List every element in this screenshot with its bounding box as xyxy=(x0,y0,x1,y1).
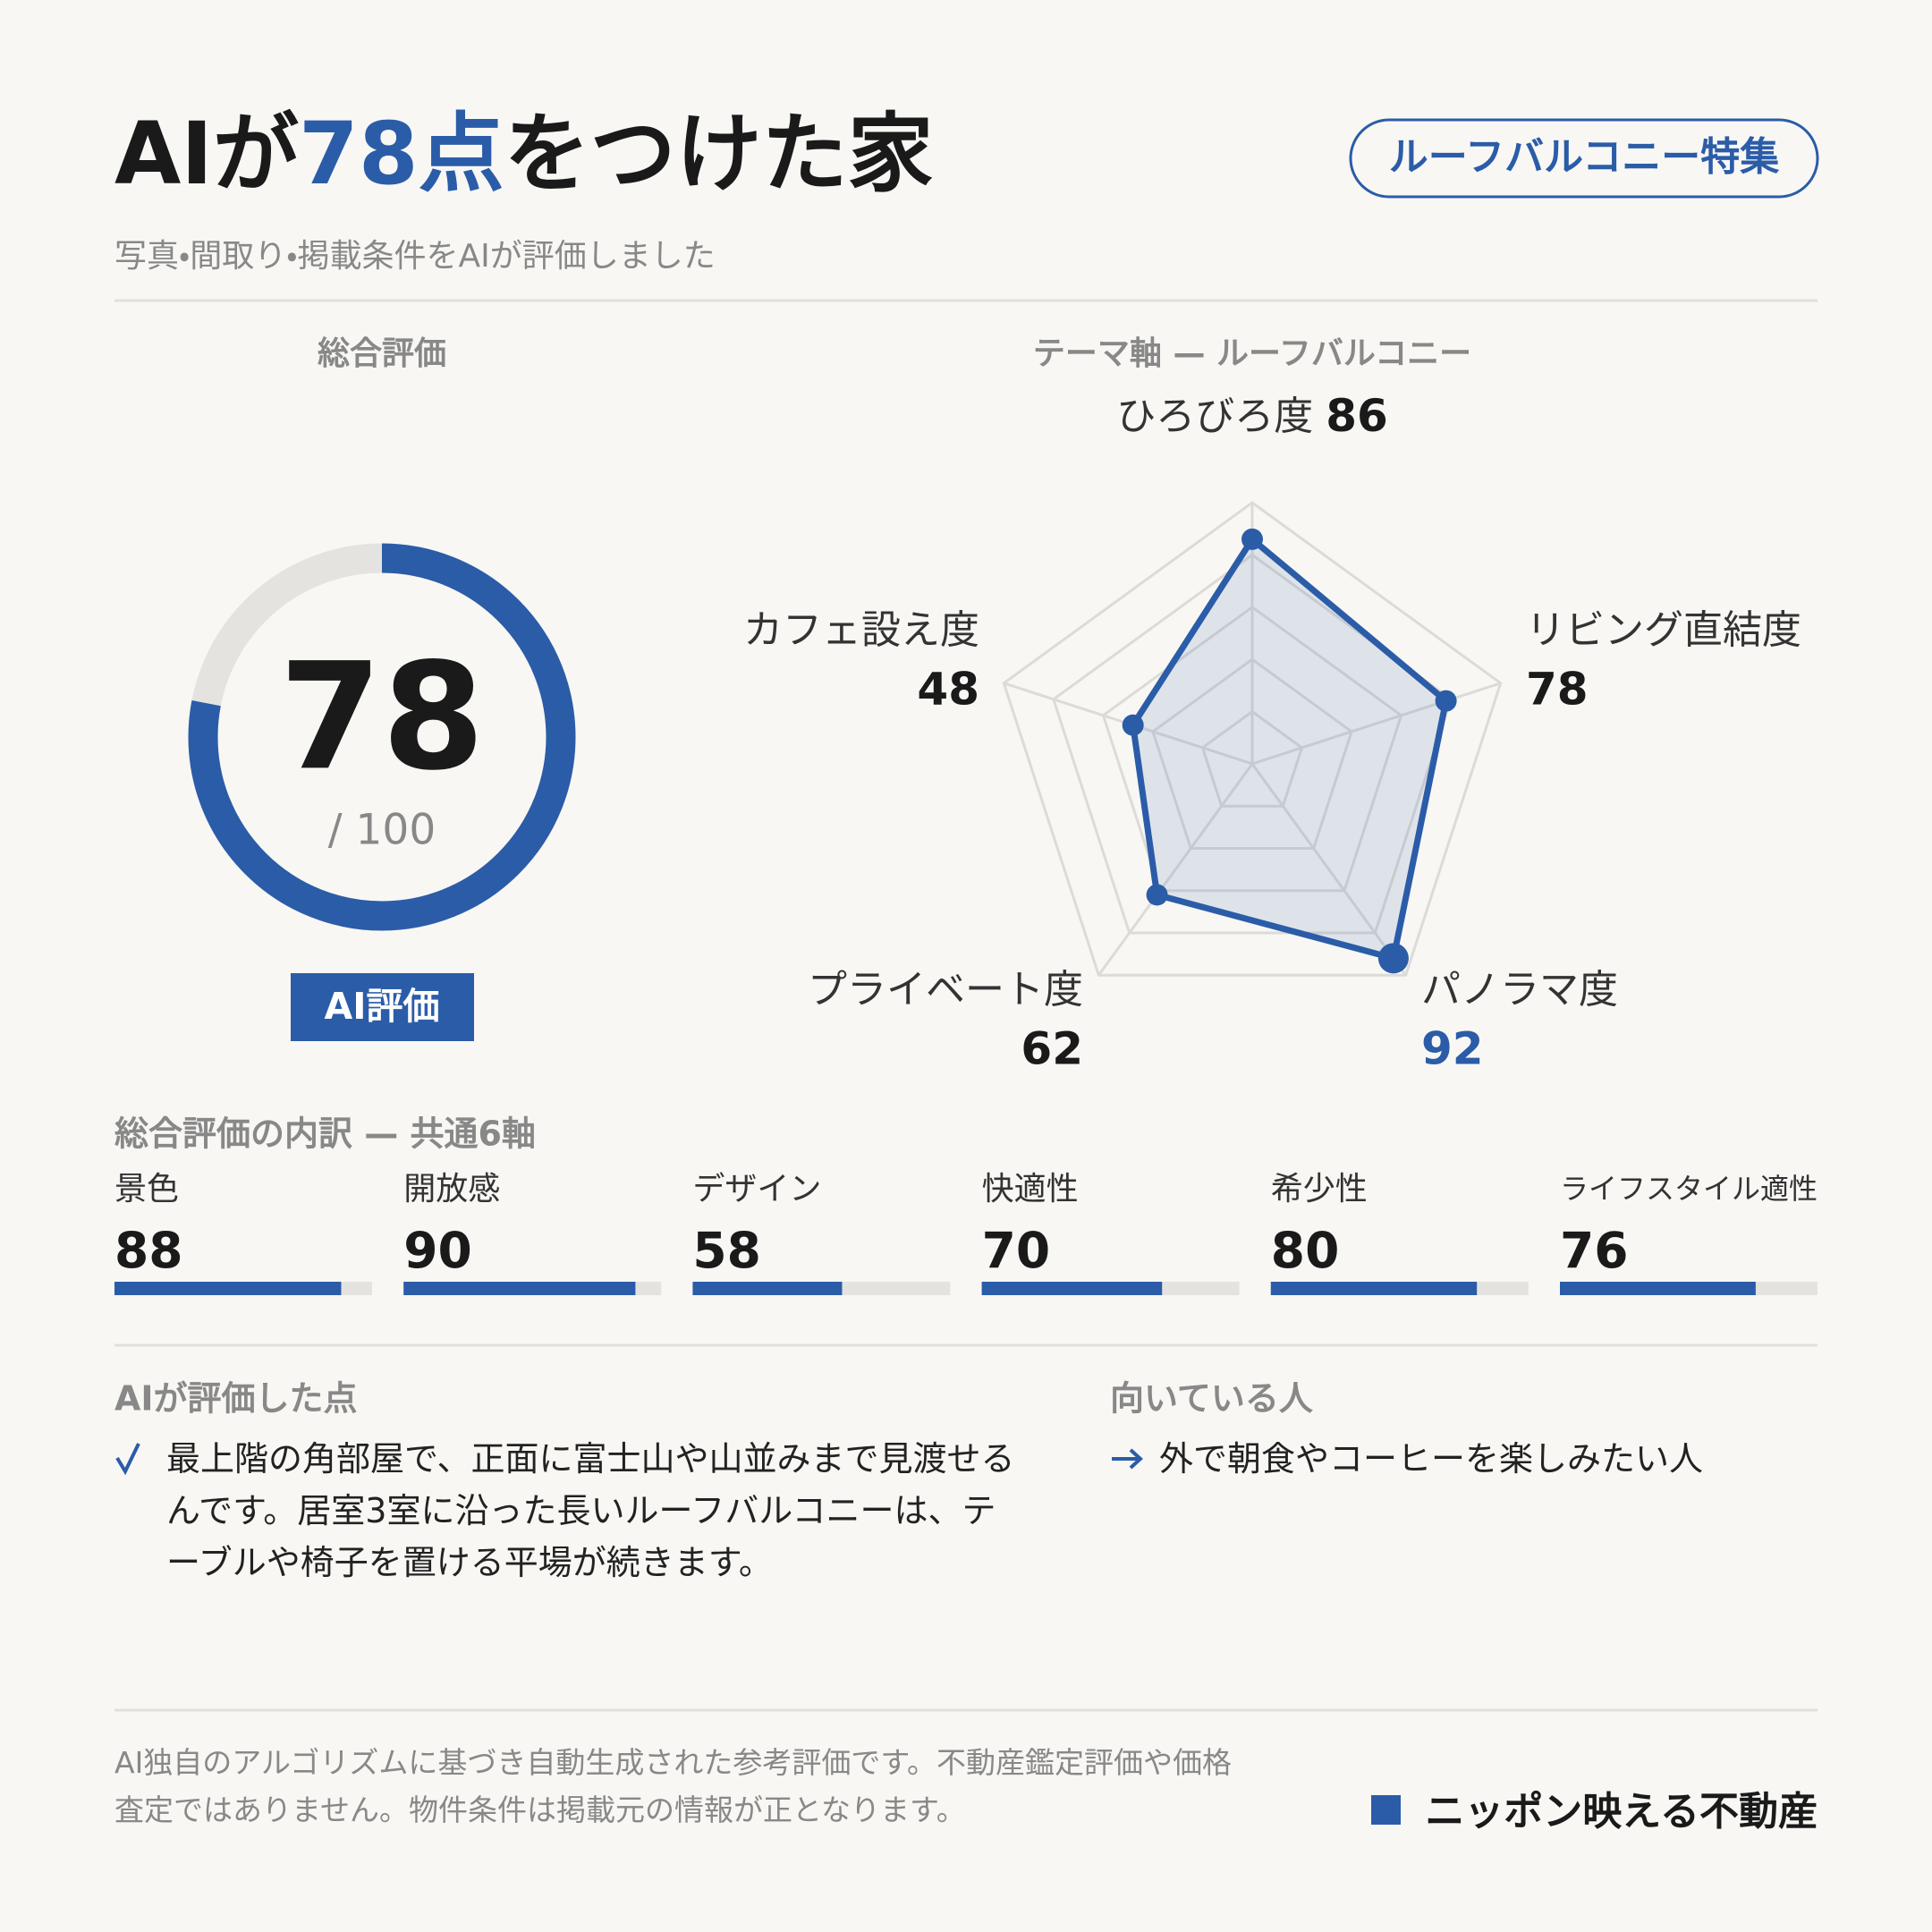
breakdown-value: 88 xyxy=(114,1222,183,1279)
breakdown-name: デザイン xyxy=(692,1171,821,1208)
radar-axis-name: プライベート度 xyxy=(808,967,1083,1013)
highlights-heading: AIが評価した点 xyxy=(114,1379,358,1419)
breakdown-value: 58 xyxy=(692,1222,761,1279)
gauge-arc xyxy=(188,543,576,931)
gauge-score: 78 xyxy=(279,631,485,802)
arrow-icon xyxy=(1112,1448,1143,1470)
radar-axis-value: 86 xyxy=(1326,390,1388,442)
breakdown-name: 開放感 xyxy=(403,1171,500,1208)
radar-spoke xyxy=(1097,763,1254,977)
radar-axis-name: ひろびろ度 xyxy=(1116,394,1313,439)
radar-point xyxy=(1435,690,1457,712)
suited-heading: 向いている人 xyxy=(1110,1379,1314,1419)
breakdown-value: 90 xyxy=(403,1222,472,1279)
title: AIが78点をつけた家 xyxy=(114,104,934,204)
radar-axis-value: 92 xyxy=(1421,1023,1484,1075)
bar xyxy=(1560,1282,1756,1295)
gauge-heading: 総合評価 xyxy=(318,335,446,372)
ai-badge-box xyxy=(291,973,474,1041)
radar-axis-value: 62 xyxy=(1021,1023,1083,1075)
radar-axis-name: リビング直結度 xyxy=(1526,607,1801,653)
title-part: AIが xyxy=(114,104,299,204)
breakdown-heading: 総合評価の内訳 — 共通6軸 xyxy=(114,1114,536,1154)
radar-axis-name: カフェ設え度 xyxy=(743,607,979,653)
radar-axis-value: 48 xyxy=(917,664,979,716)
radar-heading: テーマ軸 — ルーフバルコニー xyxy=(1033,335,1471,372)
radar-point xyxy=(1241,528,1263,550)
breakdown-value: 80 xyxy=(1271,1222,1340,1279)
radar-grid xyxy=(1151,657,1353,850)
highlight-text: 最上階の角部屋で、正面に富士山や山並みまで見渡せるんです。居室3室に沿った長いル… xyxy=(166,1439,1015,1582)
radar-grid xyxy=(1200,709,1304,808)
radar-label: ひろびろ度 86 xyxy=(1116,390,1388,442)
bar xyxy=(692,1282,843,1295)
radar-point xyxy=(1122,714,1144,736)
radar-area xyxy=(1130,536,1450,962)
breakdown-name: 希少性 xyxy=(1271,1171,1368,1208)
brand: ニッポン映える不動産 xyxy=(1425,1789,1818,1835)
brand-mark xyxy=(1371,1795,1401,1825)
breakdown-name: ライフスタイル適性 xyxy=(1560,1172,1818,1206)
gauge-max: / 100 xyxy=(328,806,436,855)
check-icon xyxy=(115,1443,140,1476)
breakdown-value: 70 xyxy=(982,1222,1051,1279)
bar xyxy=(403,1282,636,1295)
suited-text: 外で朝食やコーヒーを楽しみたい人 xyxy=(1159,1439,1704,1479)
radar-spoke xyxy=(1250,763,1407,977)
title-highlight: 78点 xyxy=(299,104,504,204)
radar-spoke xyxy=(1251,682,1502,766)
subtitle: 写真・間取り・掲載条件をAIが評価しました xyxy=(114,238,716,275)
breakdown-name: 快適性 xyxy=(982,1171,1079,1208)
title-part: をつけた家 xyxy=(504,104,934,204)
ai-badge: AI評価 xyxy=(325,985,440,1028)
radar-point xyxy=(1377,943,1409,974)
bar xyxy=(114,1282,342,1295)
bar xyxy=(981,1282,1163,1295)
breakdown-value: 76 xyxy=(1560,1222,1629,1279)
disclaimer: AI独自のアルゴリズムに基づき自動生成された参考評価です。不動産鑑定評価や価格査… xyxy=(114,1745,1233,1827)
radar-grid xyxy=(1002,501,1503,977)
radar-axis-value: 78 xyxy=(1526,664,1589,716)
badge: ルーフバルコニー特集 xyxy=(1389,134,1779,180)
radar-axis-name: パノラマ度 xyxy=(1421,967,1618,1013)
badge-frame xyxy=(1349,118,1819,199)
radar-grid xyxy=(1101,605,1403,893)
radar-point xyxy=(1146,884,1168,906)
breakdown-name: 景色 xyxy=(114,1171,179,1208)
bar xyxy=(1270,1282,1478,1295)
